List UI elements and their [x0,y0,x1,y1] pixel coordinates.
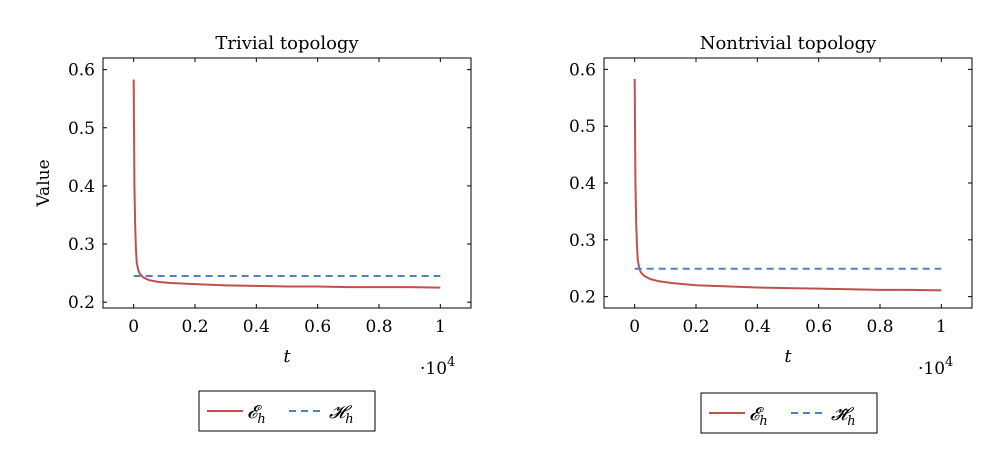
y-tick-label: 0.2 [68,293,95,313]
x-multiplier: ·104 [918,355,953,379]
y-tick-label: 0.4 [68,177,95,197]
y-tick-label: 0.3 [569,231,596,251]
x-multiplier: ·104 [420,355,455,379]
x-tick-label: 0.6 [304,317,331,337]
x-tick-label: 0.2 [682,317,709,337]
chart-title: Nontrivial topology [700,33,877,54]
y-tick-label: 0.2 [569,288,596,308]
x-tick-label: 0.8 [365,317,392,337]
x-tick-label: 0.2 [181,317,208,337]
x-tick-label: 1 [936,317,947,337]
y-tick-label: 0.6 [68,61,95,81]
legend-label-subscript: h [759,414,767,429]
x-multiplier-base: ·10 [918,359,945,379]
series-line-e-h [132,79,441,289]
legend: 𝓔h 𝓗h [198,390,376,432]
x-multiplier-exponent: 4 [447,355,455,370]
series-line-e-h [633,79,942,292]
legend-label-subscript: h [847,414,855,429]
x-multiplier-exponent: 4 [945,355,953,370]
legend-label-subscript: h [345,412,353,427]
y-tick-label: 0.4 [569,174,596,194]
y-axis-label: Value [34,159,54,207]
x-tick-label: 1 [435,317,446,337]
legend: 𝓔h 𝓗̃h [700,392,878,434]
x-tick-label: 0.4 [744,317,771,337]
x-tick-label: 0.8 [866,317,893,337]
x-axis-label: t [283,346,291,367]
plot-frame [603,57,973,309]
x-tick-label: 0 [128,317,139,337]
plot-frame [102,57,472,309]
y-tick-label: 0.3 [68,235,95,255]
x-tick-label: 0.6 [805,317,832,337]
y-tick-label: 0.6 [569,60,596,80]
y-tick-label: 0.5 [68,119,95,139]
x-multiplier-base: ·10 [420,359,447,379]
chart-2: Nontrivial topology 0 0.2 0.4 0.6 0.8 1 0.2 0.3 0… [569,33,973,434]
legend-label-subscript: h [257,412,265,427]
x-tick-label: 0 [629,317,640,337]
chart-title: Trivial topology [215,33,359,54]
x-axis-label: t [784,346,792,367]
x-tick-label: 0.4 [243,317,270,337]
chart-1: Trivial topology 0 0.2 0.4 0.6 0.8 1 0.2 0.3 0.4 0… [34,33,472,432]
y-tick-label: 0.5 [569,117,596,137]
